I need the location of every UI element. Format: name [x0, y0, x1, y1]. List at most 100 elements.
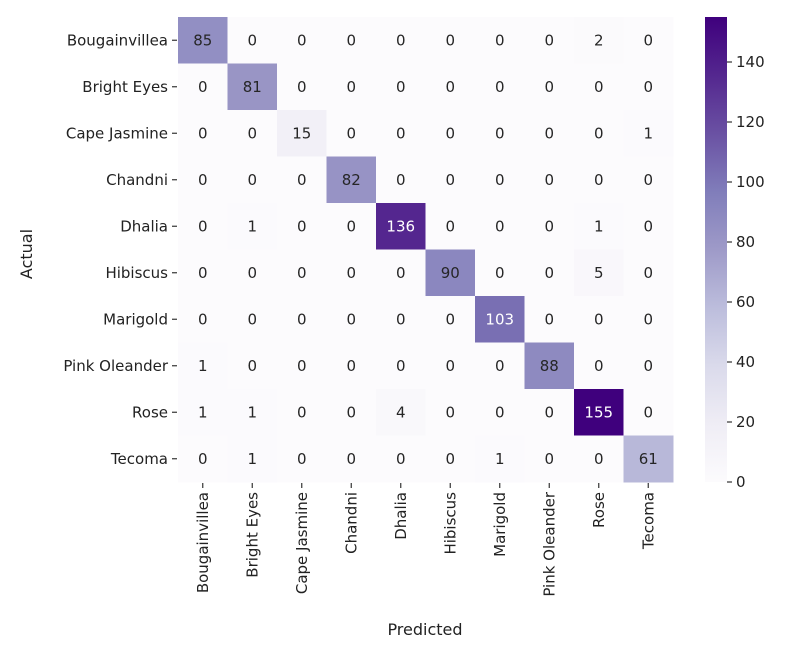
cell-value-label: 0	[594, 357, 604, 375]
cell-value-label: 0	[346, 264, 356, 282]
heatmap-cell	[524, 296, 575, 343]
cell-value-label: 0	[247, 264, 257, 282]
colorbar-tick-label: 20	[736, 413, 755, 431]
cell-value-label: 0	[297, 217, 307, 235]
heatmap-cell	[623, 249, 674, 297]
cell-value-label: 4	[396, 403, 406, 421]
cell-value-label: 1	[247, 403, 257, 421]
heatmap-cell	[227, 389, 278, 436]
heatmap-cell	[425, 17, 476, 64]
heatmap-cell	[475, 389, 525, 436]
heatmap-cell	[574, 63, 624, 111]
cell-value-label: 90	[441, 264, 460, 282]
cell-value-label: 85	[193, 31, 212, 49]
heatmap-cell	[574, 296, 624, 343]
cell-value-label: 0	[297, 310, 307, 328]
heatmap-cell	[574, 110, 624, 157]
cell-value-label: 0	[396, 78, 406, 96]
heatmap-cell	[574, 342, 624, 390]
colorbar-tick-label: 0	[736, 473, 746, 491]
cell-value-label: 0	[297, 78, 307, 96]
x-tick-label: Hibiscus	[441, 492, 459, 555]
heatmap-cell	[475, 203, 525, 250]
cell-value-label: 0	[198, 124, 208, 142]
cell-value-label: 1	[495, 450, 505, 468]
colorbar	[705, 17, 727, 482]
colorbar-ticks: 0 20 40 60 80 100 120 140	[727, 53, 765, 491]
cell-value-label: 0	[247, 124, 257, 142]
heatmap-cell	[376, 342, 426, 390]
x-axis-title: Predicted	[387, 620, 462, 639]
cell-value-label: 0	[643, 31, 653, 49]
cell-value-label: 1	[594, 217, 604, 235]
cell-value-label: 0	[495, 264, 505, 282]
heatmap-cell	[425, 249, 476, 297]
heatmap-cell	[376, 63, 426, 111]
heatmap-cell	[524, 63, 575, 111]
cell-value-label: 0	[495, 124, 505, 142]
heatmap-cell	[475, 342, 525, 390]
y-tick-label: Chandni	[106, 171, 168, 189]
heatmap-cell	[475, 110, 525, 157]
cell-value-label: 0	[544, 124, 554, 142]
cell-value-label: 0	[445, 31, 455, 49]
heatmap-cell	[277, 435, 327, 483]
heatmap-cell	[326, 296, 377, 343]
cell-value-label: 0	[396, 31, 406, 49]
heatmap-cell	[623, 203, 674, 250]
heatmap-cell	[425, 435, 476, 483]
cell-value-label: 0	[495, 217, 505, 235]
heatmap-cell	[574, 389, 624, 436]
cell-value-label: 88	[540, 357, 559, 375]
heatmap-cell	[623, 435, 674, 483]
cell-value-label: 0	[346, 124, 356, 142]
heatmap-cell	[574, 156, 624, 204]
cell-value-label: 0	[495, 403, 505, 421]
cell-value-label: 1	[198, 403, 208, 421]
y-tick-label: Dhalia	[120, 217, 168, 235]
x-tick-label: Rose	[590, 492, 608, 528]
heatmap-cell	[425, 203, 476, 250]
heatmap-cell	[623, 110, 674, 157]
x-tick-label: Bougainvillea	[194, 492, 212, 593]
cell-value-label: 0	[544, 310, 554, 328]
heatmap-cell	[376, 296, 426, 343]
cell-value-label: 0	[495, 357, 505, 375]
heatmap-cell	[178, 296, 228, 343]
cell-value-label: 136	[386, 217, 415, 235]
heatmap-cell	[574, 17, 624, 64]
cell-value-label: 0	[643, 264, 653, 282]
heatmap-cell	[227, 435, 278, 483]
cell-value-label: 0	[198, 217, 208, 235]
cell-value-label: 0	[594, 171, 604, 189]
cell-value-label: 0	[297, 357, 307, 375]
heatmap-cell	[425, 389, 476, 436]
x-axis-ticks: Bougainvillea Bright Eyes Cape Jasmine Chan…	[194, 483, 657, 597]
heatmap-cell	[376, 435, 426, 483]
heatmap-cell	[227, 249, 278, 297]
heatmap-cell	[227, 17, 278, 64]
heatmap-cell	[326, 389, 377, 436]
cell-value-label: 0	[297, 403, 307, 421]
colorbar-tick-label: 60	[736, 293, 755, 311]
y-tick-label: Cape Jasmine	[66, 124, 168, 142]
cell-value-label: 0	[594, 310, 604, 328]
cell-value-label: 0	[297, 264, 307, 282]
heatmap-cell	[376, 203, 426, 250]
heatmap-cell	[574, 203, 624, 250]
heatmap-cell	[227, 63, 278, 111]
heatmap-cell	[623, 389, 674, 436]
cell-value-label: 0	[198, 310, 208, 328]
heatmap-cell	[475, 249, 525, 297]
heatmap-cell	[277, 342, 327, 390]
heatmap-cell	[277, 110, 327, 157]
y-axis-ticks: Bougainvillea Bright Eyes Cape Jasmine Chan…	[63, 31, 177, 468]
heatmap-cell	[524, 389, 575, 436]
x-tick-label: Dhalia	[392, 492, 410, 540]
heatmap-cell	[623, 63, 674, 111]
heatmap-cell	[524, 435, 575, 483]
heatmap-cell	[326, 17, 377, 64]
heatmap-cell	[326, 435, 377, 483]
cell-value-label: 2	[594, 31, 604, 49]
